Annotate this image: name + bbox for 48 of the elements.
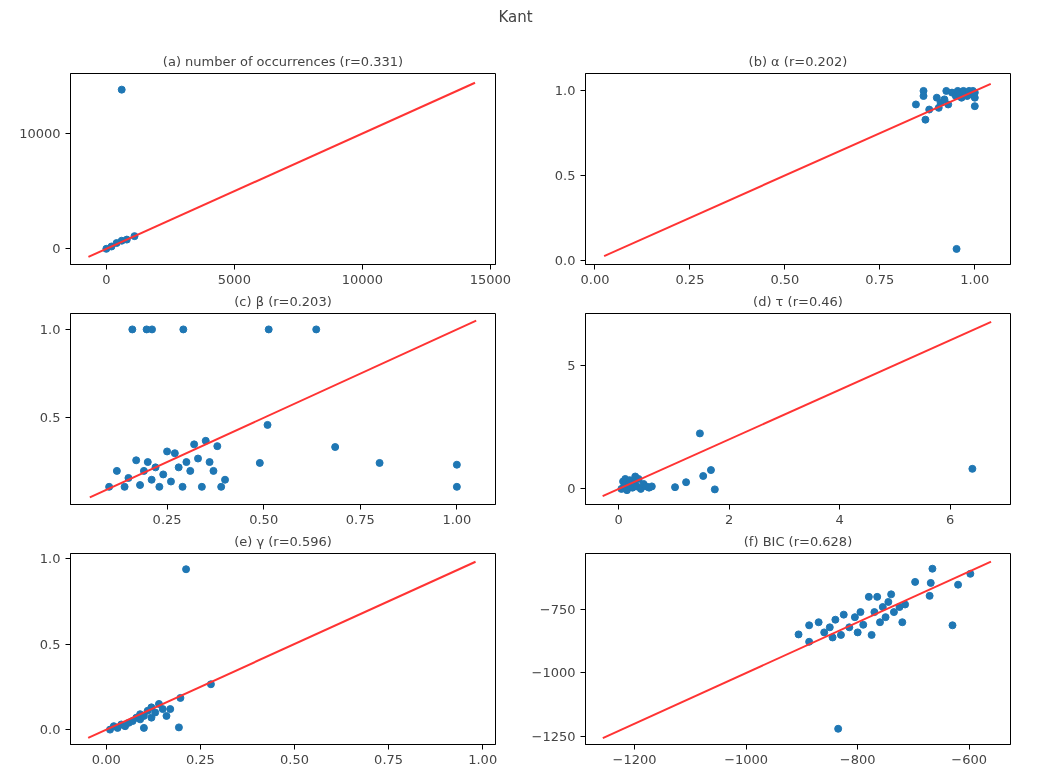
x-tick-label: 1.00	[960, 271, 990, 287]
y-tick-label: −1250	[531, 728, 576, 744]
x-tick-label: −1200	[612, 751, 657, 767]
y-tick-label: 1.0	[39, 550, 61, 566]
x-tick-label: 0.00	[91, 751, 121, 767]
x-tick-label: 0	[614, 511, 623, 527]
x-tick-label: 6	[946, 511, 955, 527]
chart-title: (e) γ (r=0.596)	[234, 533, 332, 549]
chart-title: (f) BIC (r=0.628)	[743, 533, 853, 549]
x-tick-label: 0.75	[865, 271, 895, 287]
y-tick-label: 1.0	[39, 321, 61, 337]
y-tick-label: 0.5	[39, 636, 61, 652]
y-tick-label: 5	[567, 357, 576, 373]
chart-title: (a) number of occurrences (r=0.331)	[162, 53, 404, 69]
y-tick-label: 0	[52, 241, 61, 257]
x-tick-label: −600	[951, 751, 988, 767]
chart-title: (b) α (r=0.202)	[748, 53, 848, 69]
x-tick-label: 15000	[469, 271, 512, 287]
y-tick-label: 0	[567, 481, 576, 497]
x-tick-label: −800	[839, 751, 876, 767]
chart-title: (c) β (r=0.203)	[234, 293, 332, 309]
y-tick-label: 0.5	[39, 410, 61, 426]
y-tick-label: 0.0	[39, 722, 61, 738]
text: Kant	[498, 7, 533, 26]
x-tick-label: 4	[835, 511, 844, 527]
x-tick-label: 0.50	[280, 751, 309, 767]
y-tick-label: 0.5	[554, 168, 576, 184]
x-tick-label: 0.75	[345, 511, 375, 527]
y-tick-label: 0.0	[554, 252, 576, 268]
x-tick-label: 0.25	[152, 511, 182, 527]
x-tick-label: 5000	[217, 271, 251, 287]
x-tick-label: −1000	[724, 751, 769, 767]
x-tick-label: 10000	[341, 271, 384, 287]
x-tick-label: 0.50	[249, 511, 279, 527]
x-tick-label: 1.00	[442, 511, 472, 527]
x-tick-label: 0.25	[675, 271, 705, 287]
x-tick-label: 0.50	[770, 271, 800, 287]
y-tick-label: 1.0	[554, 83, 576, 99]
x-tick-label: 0.75	[374, 751, 404, 767]
x-tick-label: 0.25	[185, 751, 215, 767]
y-tick-label: −750	[539, 602, 576, 618]
x-tick-label: 2	[725, 511, 734, 527]
y-tick-label: 10000	[19, 125, 61, 141]
y-tick-label: −1000	[531, 665, 576, 681]
chart-title: (d) τ (r=0.46)	[753, 293, 843, 309]
x-tick-label: 0	[102, 271, 111, 287]
x-tick-label: 0.00	[580, 271, 610, 287]
x-tick-label: 1.00	[468, 751, 498, 767]
